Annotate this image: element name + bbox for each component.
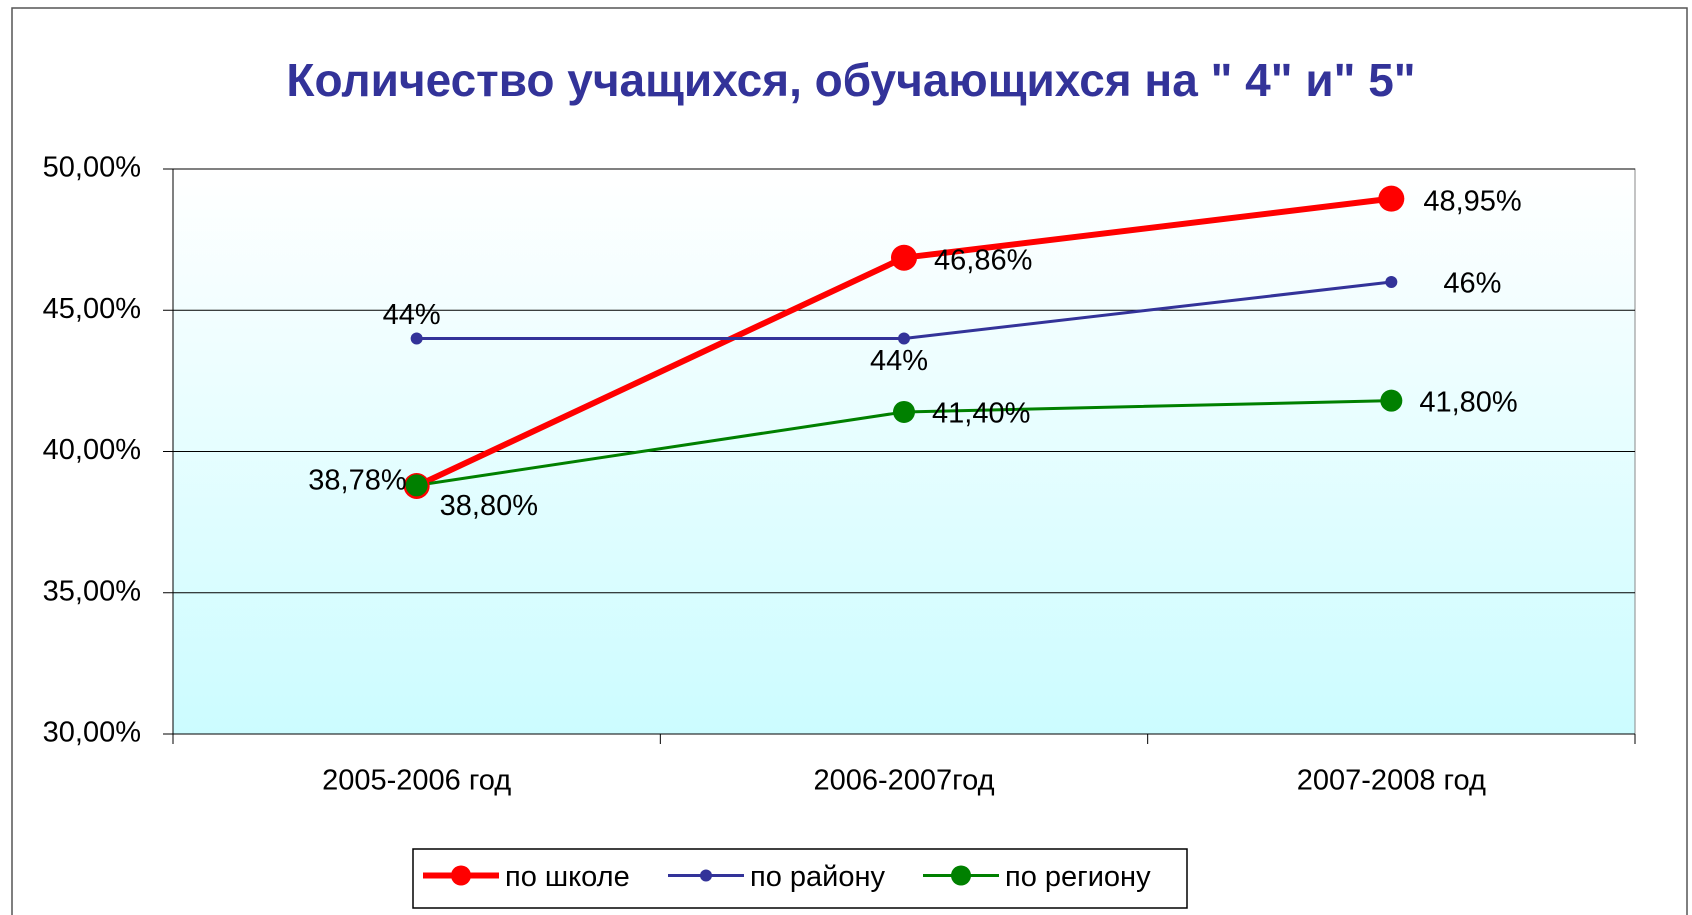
data-point (405, 474, 428, 497)
data-point (898, 332, 910, 345)
data-point (410, 332, 423, 345)
data-label: 44% (870, 345, 928, 377)
data-label: 41,80% (1419, 386, 1517, 418)
x-tick-label: 2005-2006 год (322, 765, 511, 797)
x-tick-label: 2006-2007год (813, 765, 994, 797)
data-point (891, 244, 917, 271)
y-tick-label: 50,00% (43, 152, 141, 184)
data-point (893, 400, 915, 423)
legend-marker (451, 865, 471, 886)
data-label: 48,95% (1423, 185, 1521, 217)
data-point (1380, 389, 1403, 412)
data-label: 46,86% (934, 244, 1032, 276)
data-label: 46% (1443, 268, 1501, 300)
y-tick-label: 30,00% (43, 717, 141, 749)
x-tick-label: 2007-2008 год (1297, 765, 1486, 797)
y-tick-label: 45,00% (43, 293, 141, 325)
data-label: 38,78% (308, 465, 406, 497)
y-tick-label: 40,00% (43, 434, 141, 466)
y-tick-label: 35,00% (43, 575, 141, 607)
legend-label: по району (750, 861, 885, 893)
legend-label: по школе (505, 861, 630, 893)
legend-label: по региону (1005, 861, 1151, 893)
legend-marker (700, 869, 712, 882)
data-label: 38,80% (440, 490, 538, 522)
data-point (1385, 276, 1398, 288)
data-label: 41,40% (932, 398, 1030, 430)
legend-box (412, 848, 1188, 909)
data-label: 44% (383, 299, 441, 331)
data-point (1378, 185, 1405, 212)
chart-border (11, 7, 1688, 915)
legend-marker (951, 865, 971, 886)
chart-title: Количество учащихся, обучающихся на " 4"… (286, 54, 1415, 106)
